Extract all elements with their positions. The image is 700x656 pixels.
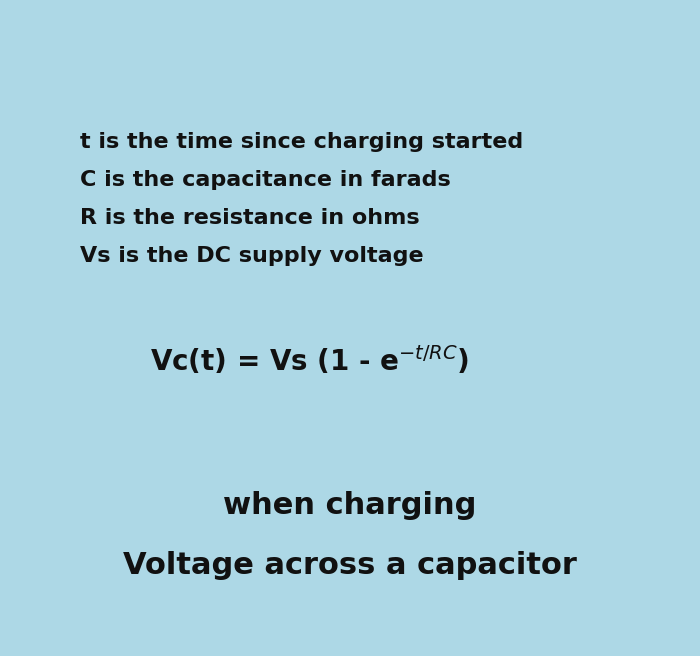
- Text: t is the time since charging started: t is the time since charging started: [80, 132, 524, 152]
- Text: Voltage across a capacitor: Voltage across a capacitor: [123, 552, 577, 581]
- Text: Vs is the DC supply voltage: Vs is the DC supply voltage: [80, 246, 424, 266]
- Text: R is the resistance in ohms: R is the resistance in ohms: [80, 208, 419, 228]
- Text: Vc(t) = Vs (1 - e$^{-t/RC}$): Vc(t) = Vs (1 - e$^{-t/RC}$): [150, 344, 470, 377]
- Text: C is the capacitance in farads: C is the capacitance in farads: [80, 170, 451, 190]
- Text: when charging: when charging: [223, 491, 477, 520]
